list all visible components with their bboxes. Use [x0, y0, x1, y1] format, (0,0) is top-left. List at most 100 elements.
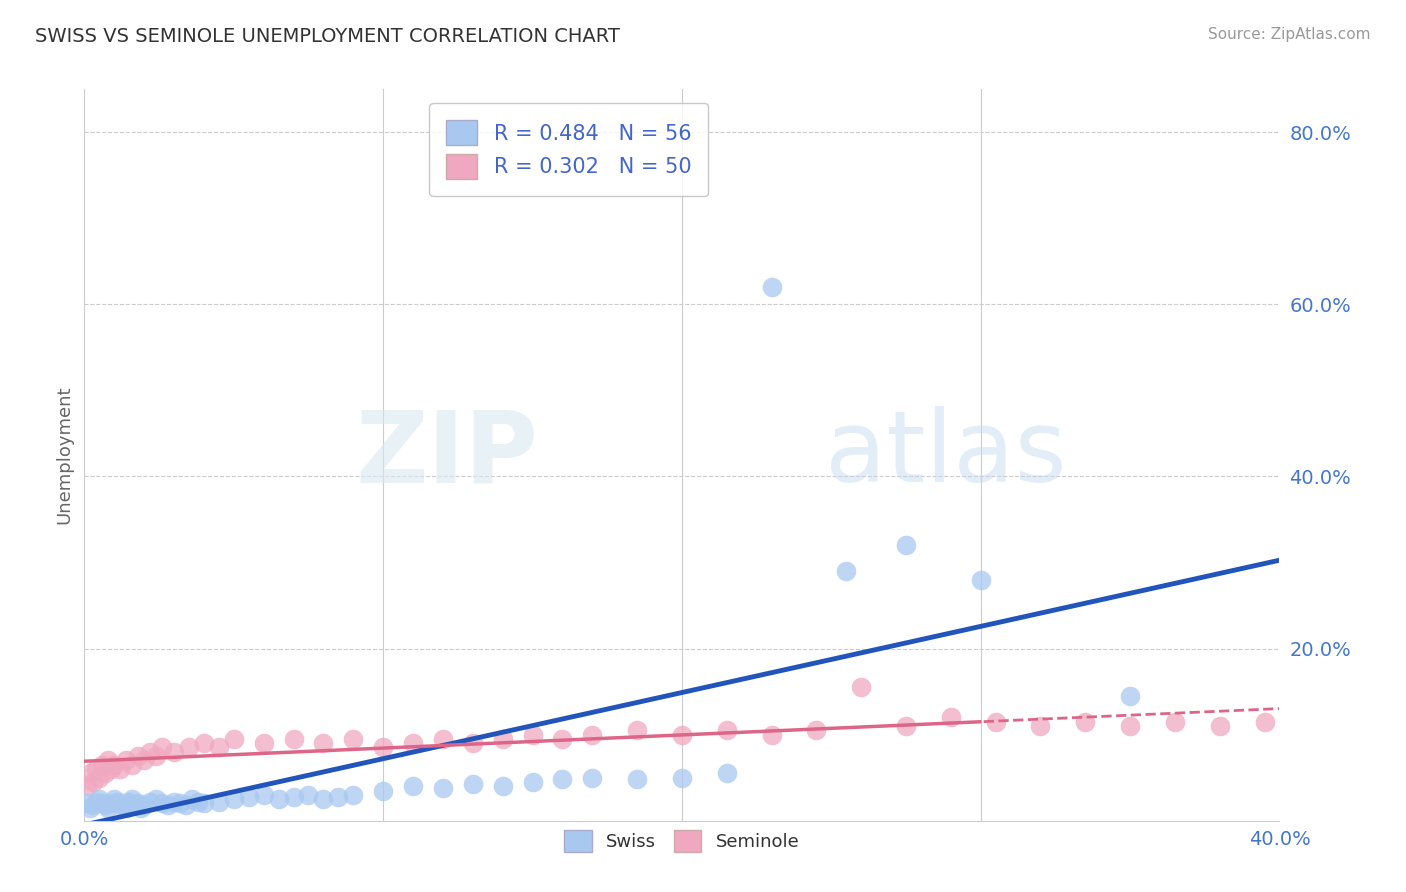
Point: [581, 771, 603, 785]
Point: [94, 766, 117, 780]
Point: [297, 788, 319, 802]
Point: [492, 731, 515, 746]
Point: [91, 797, 114, 811]
Text: Source: ZipAtlas.com: Source: ZipAtlas.com: [1208, 27, 1371, 42]
Point: [150, 797, 173, 811]
Point: [110, 798, 132, 813]
Point: [174, 798, 197, 813]
Point: [1253, 714, 1275, 729]
Point: [432, 731, 454, 746]
Point: [581, 728, 603, 742]
Point: [97, 801, 120, 815]
Point: [461, 736, 484, 750]
Point: [894, 538, 917, 552]
Point: [373, 740, 395, 755]
Point: [169, 797, 191, 811]
Text: ZIP: ZIP: [356, 407, 538, 503]
Point: [124, 798, 146, 813]
Point: [97, 753, 120, 767]
Point: [522, 728, 544, 742]
Point: [461, 777, 484, 791]
Point: [163, 795, 186, 809]
Point: [432, 780, 454, 795]
Point: [105, 795, 128, 809]
Point: [103, 792, 125, 806]
Point: [222, 731, 245, 746]
Point: [402, 779, 425, 793]
Point: [283, 731, 305, 746]
Point: [76, 779, 98, 793]
Point: [761, 280, 783, 294]
Point: [1119, 719, 1142, 733]
Point: [145, 792, 167, 806]
Point: [1209, 719, 1232, 733]
Point: [328, 789, 350, 804]
Point: [127, 749, 149, 764]
Point: [79, 801, 101, 815]
Point: [267, 792, 290, 806]
Point: [112, 797, 135, 811]
Point: [894, 719, 917, 733]
Point: [253, 788, 276, 802]
Point: [342, 731, 364, 746]
Point: [522, 775, 544, 789]
Point: [110, 762, 132, 776]
Point: [238, 789, 260, 804]
Point: [193, 797, 215, 811]
Point: [402, 736, 425, 750]
Point: [984, 714, 1007, 729]
Point: [626, 772, 648, 787]
Point: [181, 792, 204, 806]
Point: [312, 736, 335, 750]
Legend: Swiss, Seminole: Swiss, Seminole: [557, 822, 807, 859]
Point: [1164, 714, 1187, 729]
Point: [492, 779, 515, 793]
Point: [91, 757, 114, 772]
Point: [121, 757, 143, 772]
Point: [118, 795, 141, 809]
Point: [187, 795, 209, 809]
Point: [86, 795, 108, 809]
Point: [150, 740, 173, 755]
Point: [139, 745, 162, 759]
Point: [163, 745, 186, 759]
Y-axis label: Unemployment: Unemployment: [55, 385, 73, 524]
Point: [1119, 689, 1142, 703]
Point: [94, 798, 117, 813]
Point: [115, 801, 138, 815]
Point: [222, 792, 245, 806]
Point: [970, 573, 993, 587]
Point: [86, 762, 108, 776]
Point: [671, 728, 693, 742]
Point: [851, 680, 873, 694]
Point: [551, 772, 574, 787]
Point: [82, 798, 104, 813]
Point: [671, 771, 693, 785]
Text: atlas: atlas: [825, 407, 1067, 503]
Point: [177, 740, 200, 755]
Point: [806, 723, 828, 738]
Point: [761, 728, 783, 742]
Point: [342, 788, 364, 802]
Point: [373, 783, 395, 797]
Point: [716, 766, 738, 780]
Point: [253, 736, 276, 750]
Point: [835, 564, 858, 578]
Point: [193, 736, 215, 750]
Point: [716, 723, 738, 738]
Point: [76, 797, 98, 811]
Point: [939, 710, 962, 724]
Point: [145, 749, 167, 764]
Point: [1029, 719, 1052, 733]
Point: [208, 795, 231, 809]
Point: [121, 792, 143, 806]
Point: [129, 801, 152, 815]
Point: [89, 771, 111, 785]
Point: [100, 762, 122, 776]
Point: [157, 798, 180, 813]
Point: [283, 789, 305, 804]
Point: [1074, 714, 1097, 729]
Text: SWISS VS SEMINOLE UNEMPLOYMENT CORRELATION CHART: SWISS VS SEMINOLE UNEMPLOYMENT CORRELATI…: [35, 27, 620, 45]
Point: [551, 731, 574, 746]
Point: [115, 753, 138, 767]
